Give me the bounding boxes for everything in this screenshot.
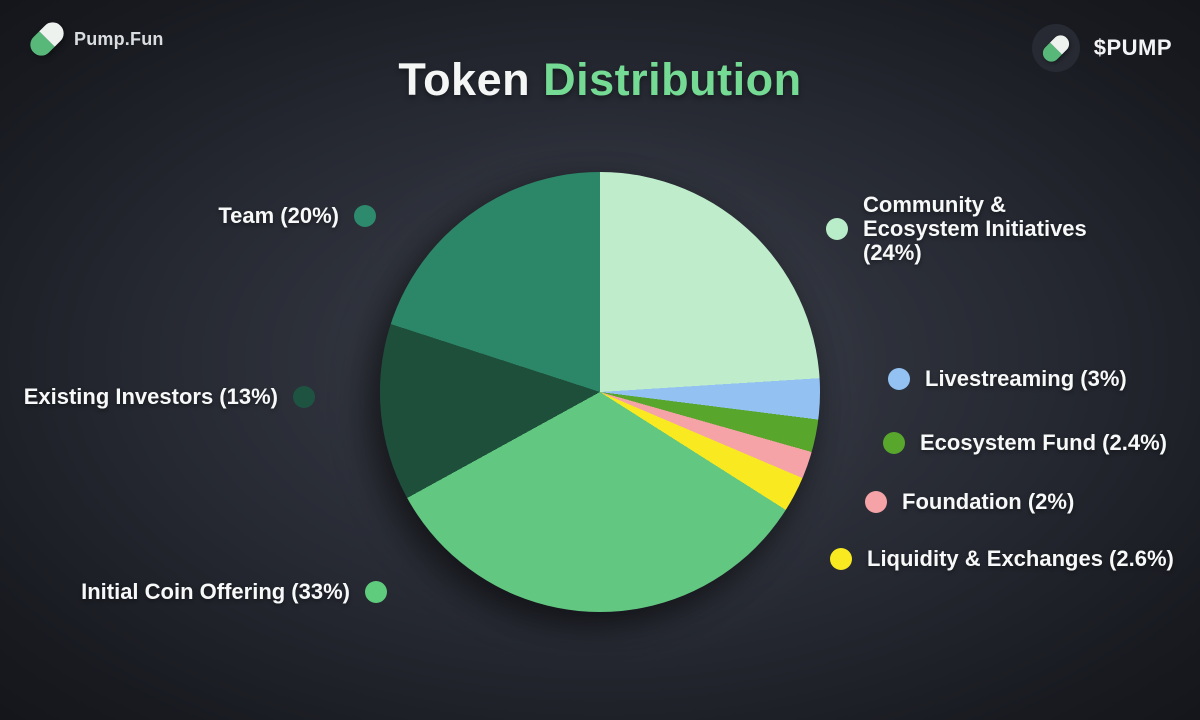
legend-dot-ecosystem-fund [883,432,905,454]
legend-label: Liquidity & Exchanges (2.6%) [867,546,1174,571]
legend-item-initial-coin-offering: Initial Coin Offering (33%) [81,577,387,607]
legend-dot-team [354,205,376,227]
legend-dot-initial-coin-offering [365,581,387,603]
ticker-badge: $PUMP [1031,24,1172,72]
legend-dot-liquidity-exchanges [830,548,852,570]
legend-item-team: Team (20%) [218,201,376,231]
brand-name: Pump.Fun [74,28,164,49]
legend-item-existing-investors: Existing Investors (13%) [24,382,315,412]
legend-label: Initial Coin Offering (33%) [81,579,350,604]
legend-label: Community & Ecosystem Initiatives (24%) [863,192,1087,265]
legend-dot-existing-investors [293,386,315,408]
legend-item-foundation: Foundation (2%) [865,487,1074,517]
legend-dot-livestreaming [888,368,910,390]
ticker-symbol: $PUMP [1093,35,1172,60]
ticker-icon-circle [1031,24,1080,72]
title-word-token: Token [398,54,544,105]
legend-label: Ecosystem Fund (2.4%) [920,430,1167,455]
legend-item-livestreaming: Livestreaming (3%) [888,364,1127,394]
title-word-distribution: Distribution [543,54,802,105]
token-distribution-pie-chart [380,172,820,612]
legend-item-liquidity-exchanges: Liquidity & Exchanges (2.6%) [830,544,1174,574]
legend-item-ecosystem-fund: Ecosystem Fund (2.4%) [883,428,1167,458]
legend-dot-community-ecosystem [826,218,848,240]
legend-dot-foundation [865,491,887,513]
legend-item-community-ecosystem: Community & Ecosystem Initiatives (24%) [826,193,1115,265]
legend-label: Existing Investors (13%) [23,384,278,409]
legend-label: Foundation (2%) [902,489,1075,514]
legend-label: Livestreaming (3%) [925,366,1127,391]
page-title: Token Distribution [0,54,1200,106]
legend-label: Team (20%) [218,203,339,228]
brand-logo: Pump.Fun [25,17,164,61]
